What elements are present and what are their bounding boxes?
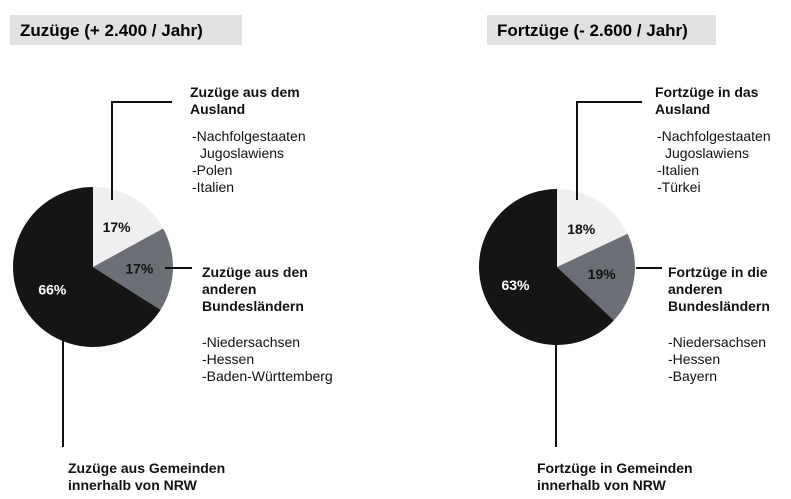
detail-item: -Baden-Württemberg xyxy=(202,368,333,384)
value-label: 17% xyxy=(125,260,154,276)
pie-slice xyxy=(557,189,628,267)
callout-line xyxy=(576,101,642,200)
detail-item: -Polen xyxy=(192,162,233,178)
detail-item: -Nachfolgestaaten Jugoslawiens xyxy=(192,128,306,161)
detail-item: -Niedersachsen xyxy=(202,334,301,350)
pie-slice xyxy=(13,186,161,347)
detail-item: -Türkei xyxy=(657,179,701,195)
detail-list: -Nachfolgestaaten Jugoslawiens -Italien -T… xyxy=(657,128,787,196)
category-label: Fortzüge in das Ausland xyxy=(655,84,759,117)
detail-list: -Niedersachsen -Hessen -Baden-Württemberg xyxy=(202,334,362,385)
detail-item: -Niedersachsen xyxy=(668,334,767,350)
detail-item: -Italien xyxy=(192,179,235,195)
value-label: 18% xyxy=(567,221,596,237)
value-label: 63% xyxy=(501,277,530,293)
detail-item: -Hessen xyxy=(668,351,721,367)
category-label: Fortzüge in Gemeinden innerhalb von NRW xyxy=(537,460,693,493)
callout-line xyxy=(111,101,172,200)
category-label: Zuzüge aus dem Ausland xyxy=(190,84,300,117)
detail-list: -Nachfolgestaaten Jugoslawiens -Polen -Ita… xyxy=(192,128,332,196)
detail-item: -Italien xyxy=(657,162,700,178)
detail-list: -Niedersachsen -Hessen -Bayern xyxy=(668,334,791,385)
category-label: Zuzüge aus Gemeinden innerhalb von NRW xyxy=(68,460,226,493)
pie-slice xyxy=(93,187,164,267)
value-label: 19% xyxy=(588,266,617,282)
category-label: Fortzüge in die anderen Bundesländern xyxy=(668,264,770,314)
value-label: 66% xyxy=(38,281,67,297)
chart-title: Fortzüge (- 2.600 / Jahr) xyxy=(487,15,716,45)
chart-title: Zuzüge (+ 2.400 / Jahr) xyxy=(10,15,242,45)
pie-slice xyxy=(557,233,636,321)
detail-item: -Hessen xyxy=(202,351,255,367)
detail-item: -Bayern xyxy=(668,368,718,384)
detail-item: -Nachfolgestaaten Jugoslawiens xyxy=(657,128,771,161)
value-label: 17% xyxy=(103,219,132,235)
category-label: Zuzüge aus den anderen Bundesländern xyxy=(202,264,308,314)
pie-slice xyxy=(479,189,614,345)
pie-slice xyxy=(93,228,173,310)
